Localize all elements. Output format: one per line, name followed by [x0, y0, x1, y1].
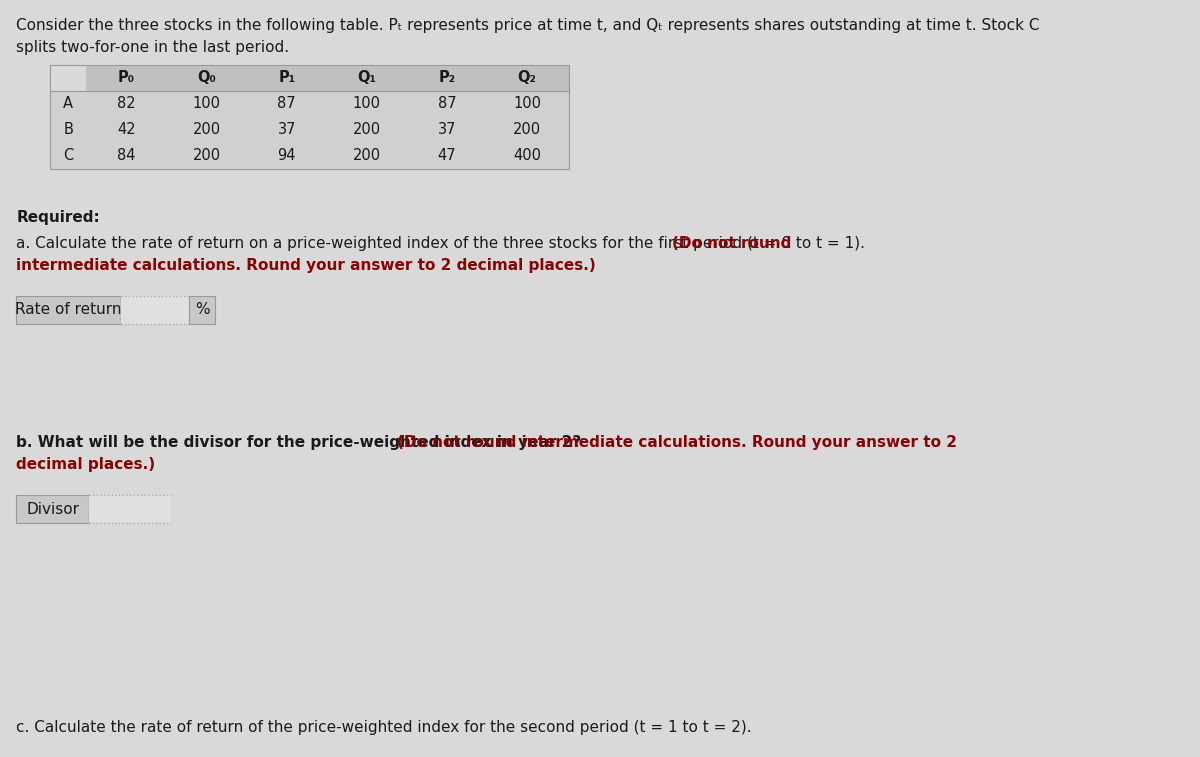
Text: 400: 400	[514, 148, 541, 164]
Text: 100: 100	[514, 96, 541, 111]
Text: P₀: P₀	[118, 70, 136, 86]
Text: 42: 42	[118, 123, 136, 138]
Text: 82: 82	[118, 96, 136, 111]
Text: Q₀: Q₀	[197, 70, 216, 86]
Bar	[190, 296, 215, 324]
Text: 37: 37	[438, 123, 456, 138]
Bar	[50, 117, 569, 143]
Text: a. Calculate the rate of return on a price-weighted index of the three stocks fo: a. Calculate the rate of return on a pri…	[17, 236, 870, 251]
Text: 87: 87	[277, 96, 296, 111]
Text: 100: 100	[193, 96, 221, 111]
Text: decimal places.): decimal places.)	[17, 457, 156, 472]
Bar	[50, 143, 569, 169]
Text: 200: 200	[353, 148, 380, 164]
Bar	[50, 65, 569, 169]
Text: 200: 200	[353, 123, 380, 138]
Text: 200: 200	[514, 123, 541, 138]
Text: A: A	[64, 96, 73, 111]
Text: 84: 84	[118, 148, 136, 164]
Text: c. Calculate the rate of return of the price-weighted index for the second perio: c. Calculate the rate of return of the p…	[17, 720, 752, 735]
Text: intermediate calculations. Round your answer to 2 decimal places.): intermediate calculations. Round your an…	[17, 258, 596, 273]
Text: 200: 200	[193, 148, 221, 164]
Text: Required:: Required:	[17, 210, 100, 225]
Text: b. What will be the divisor for the price-weighted index in year 2?: b. What will be the divisor for the pric…	[17, 435, 587, 450]
Text: Rate of return: Rate of return	[16, 303, 122, 317]
Bar	[17, 495, 89, 523]
Text: 47: 47	[438, 148, 456, 164]
Text: Q₁: Q₁	[358, 70, 377, 86]
Text: P₂: P₂	[438, 70, 456, 86]
Bar	[17, 296, 121, 324]
Text: (Do not round intermediate calculations. Round your answer to 2: (Do not round intermediate calculations.…	[397, 435, 958, 450]
Text: 100: 100	[353, 96, 380, 111]
Text: 37: 37	[277, 123, 296, 138]
Text: P₁: P₁	[278, 70, 295, 86]
Bar	[121, 296, 190, 324]
Text: (Do not round: (Do not round	[672, 236, 791, 251]
Text: %: %	[194, 303, 210, 317]
Bar	[50, 91, 569, 117]
Text: 94: 94	[277, 148, 296, 164]
Text: splits two-for-one in the last period.: splits two-for-one in the last period.	[17, 40, 289, 55]
Text: Divisor: Divisor	[26, 501, 79, 516]
Text: B: B	[64, 123, 73, 138]
Bar	[89, 495, 172, 523]
Text: C: C	[64, 148, 73, 164]
Bar	[86, 65, 569, 91]
Text: 87: 87	[438, 96, 456, 111]
Text: Q₂: Q₂	[517, 70, 536, 86]
Text: Consider the three stocks in the following table. Pₜ represents price at time t,: Consider the three stocks in the followi…	[17, 18, 1040, 33]
Text: 200: 200	[193, 123, 221, 138]
